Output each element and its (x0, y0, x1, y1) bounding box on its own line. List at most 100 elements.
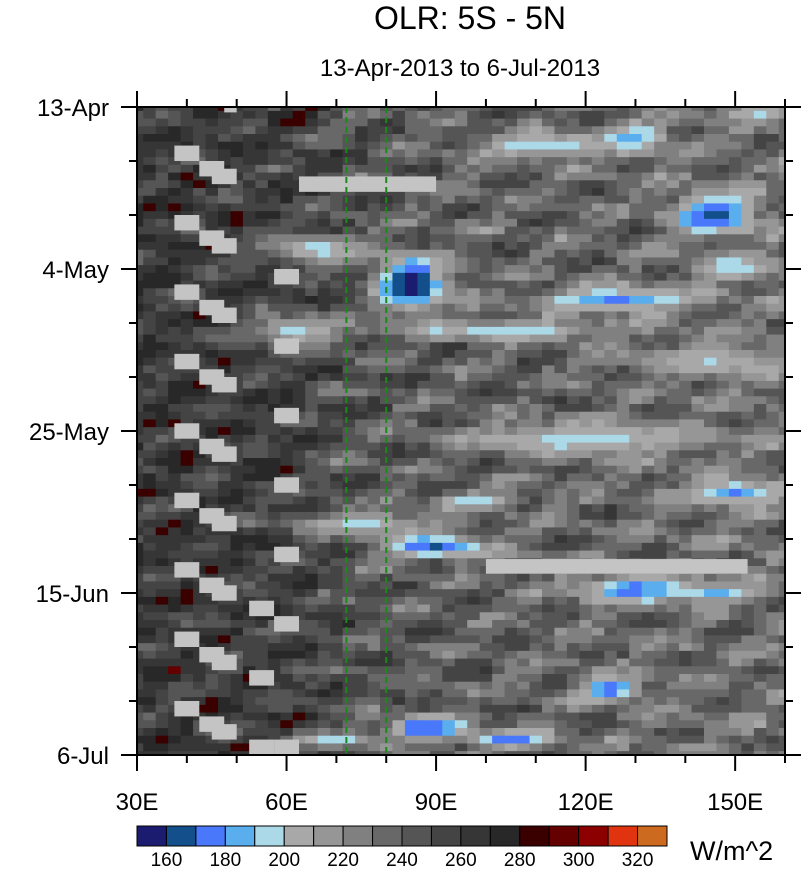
heat-cell (317, 195, 331, 205)
heat-cell (517, 427, 531, 436)
heat-cell (529, 488, 543, 498)
heat-cell (317, 712, 331, 721)
heat-cell (292, 218, 306, 228)
heat-cell (666, 234, 680, 243)
heat-cell (766, 334, 780, 343)
heat-cell (579, 689, 593, 698)
heat-cell (404, 118, 418, 127)
heat-cell (728, 319, 742, 328)
heat-cell (137, 728, 144, 737)
heat-cell (691, 689, 705, 698)
heat-cell (766, 720, 780, 729)
heat-cell (355, 488, 369, 498)
heat-cell (704, 203, 718, 212)
heat-cell (367, 481, 381, 490)
heat-cell (317, 211, 331, 220)
heat-cell (417, 419, 431, 428)
heat-cell (654, 666, 668, 675)
heat-cell (479, 728, 493, 737)
heat-cell (542, 188, 556, 197)
heat-cell (168, 620, 182, 629)
heat-cell (392, 350, 406, 359)
heat-cell (454, 218, 468, 228)
heat-cell (704, 107, 718, 112)
heat-cell (137, 242, 144, 251)
heat-cell (205, 118, 219, 127)
heat-cell (367, 203, 381, 212)
heat-cell (442, 666, 456, 675)
heat-cell (492, 326, 506, 336)
heat-cell (193, 697, 207, 706)
heat-cell (629, 689, 643, 698)
heat-cell (155, 141, 169, 151)
heat-cell (753, 380, 767, 390)
heat-cell (355, 550, 369, 559)
heat-cell (741, 751, 755, 755)
heat-cell (467, 427, 481, 436)
heat-cell (579, 126, 593, 135)
heat-cell (741, 434, 755, 444)
heat-cell (728, 720, 742, 729)
heat-cell (292, 643, 306, 652)
heat-cell (716, 411, 730, 421)
heat-cell (716, 697, 730, 706)
heat-cell (442, 211, 456, 220)
heat-cell (517, 650, 531, 660)
heat-cell (143, 373, 157, 382)
heat-cell (292, 635, 306, 644)
heat-cell (591, 203, 605, 212)
heat-cell (517, 589, 531, 598)
heat-cell (554, 434, 568, 444)
heat-cell (255, 172, 269, 181)
heat-cell (292, 658, 306, 667)
heat-cell (704, 589, 718, 598)
heat-cell (330, 396, 344, 405)
heat-cell (691, 249, 705, 259)
heat-cell (492, 365, 506, 374)
heat-cell (666, 419, 680, 428)
heat-cell (168, 234, 182, 243)
heat-cell (143, 419, 157, 428)
heat-cell (517, 674, 531, 683)
heat-cell (442, 365, 456, 374)
heat-cell (704, 419, 718, 428)
heat-cell (429, 234, 443, 243)
heat-cell (591, 303, 605, 313)
heat-cell (242, 712, 256, 721)
heat-cell (629, 650, 643, 660)
heat-cell (641, 211, 655, 220)
heat-cell (566, 272, 580, 282)
heat-cell (492, 504, 506, 513)
heat-cell (242, 296, 256, 305)
heat-cell (404, 319, 418, 328)
heat-cell (479, 666, 493, 675)
heat-cell (242, 272, 256, 282)
heat-cell (155, 334, 169, 343)
heat-cell (479, 465, 493, 475)
heat-cell (242, 481, 256, 490)
heat-cell (728, 365, 742, 374)
heat-cell (342, 481, 356, 490)
heat-cell (417, 643, 431, 652)
heat-cell (218, 357, 232, 367)
heat-cell (641, 550, 655, 559)
heat-cell (778, 681, 785, 691)
heat-cell (591, 658, 605, 667)
heat-cell (155, 350, 169, 359)
heat-cell (267, 319, 281, 328)
heat-cell (479, 242, 493, 251)
heat-cell (137, 265, 144, 274)
heat-cell (330, 134, 344, 143)
heat-cell (180, 234, 194, 243)
heat-cell (143, 735, 157, 745)
heat-cell (230, 488, 244, 498)
heat-cell (591, 326, 605, 336)
heat-cell (417, 141, 431, 151)
heat-cell (542, 141, 556, 151)
heat-cell (442, 257, 456, 266)
heat-cell (554, 149, 568, 158)
heat-cell (180, 388, 194, 397)
heat-cell (193, 566, 207, 575)
heat-cell (168, 596, 182, 606)
heat-cell (616, 527, 630, 536)
